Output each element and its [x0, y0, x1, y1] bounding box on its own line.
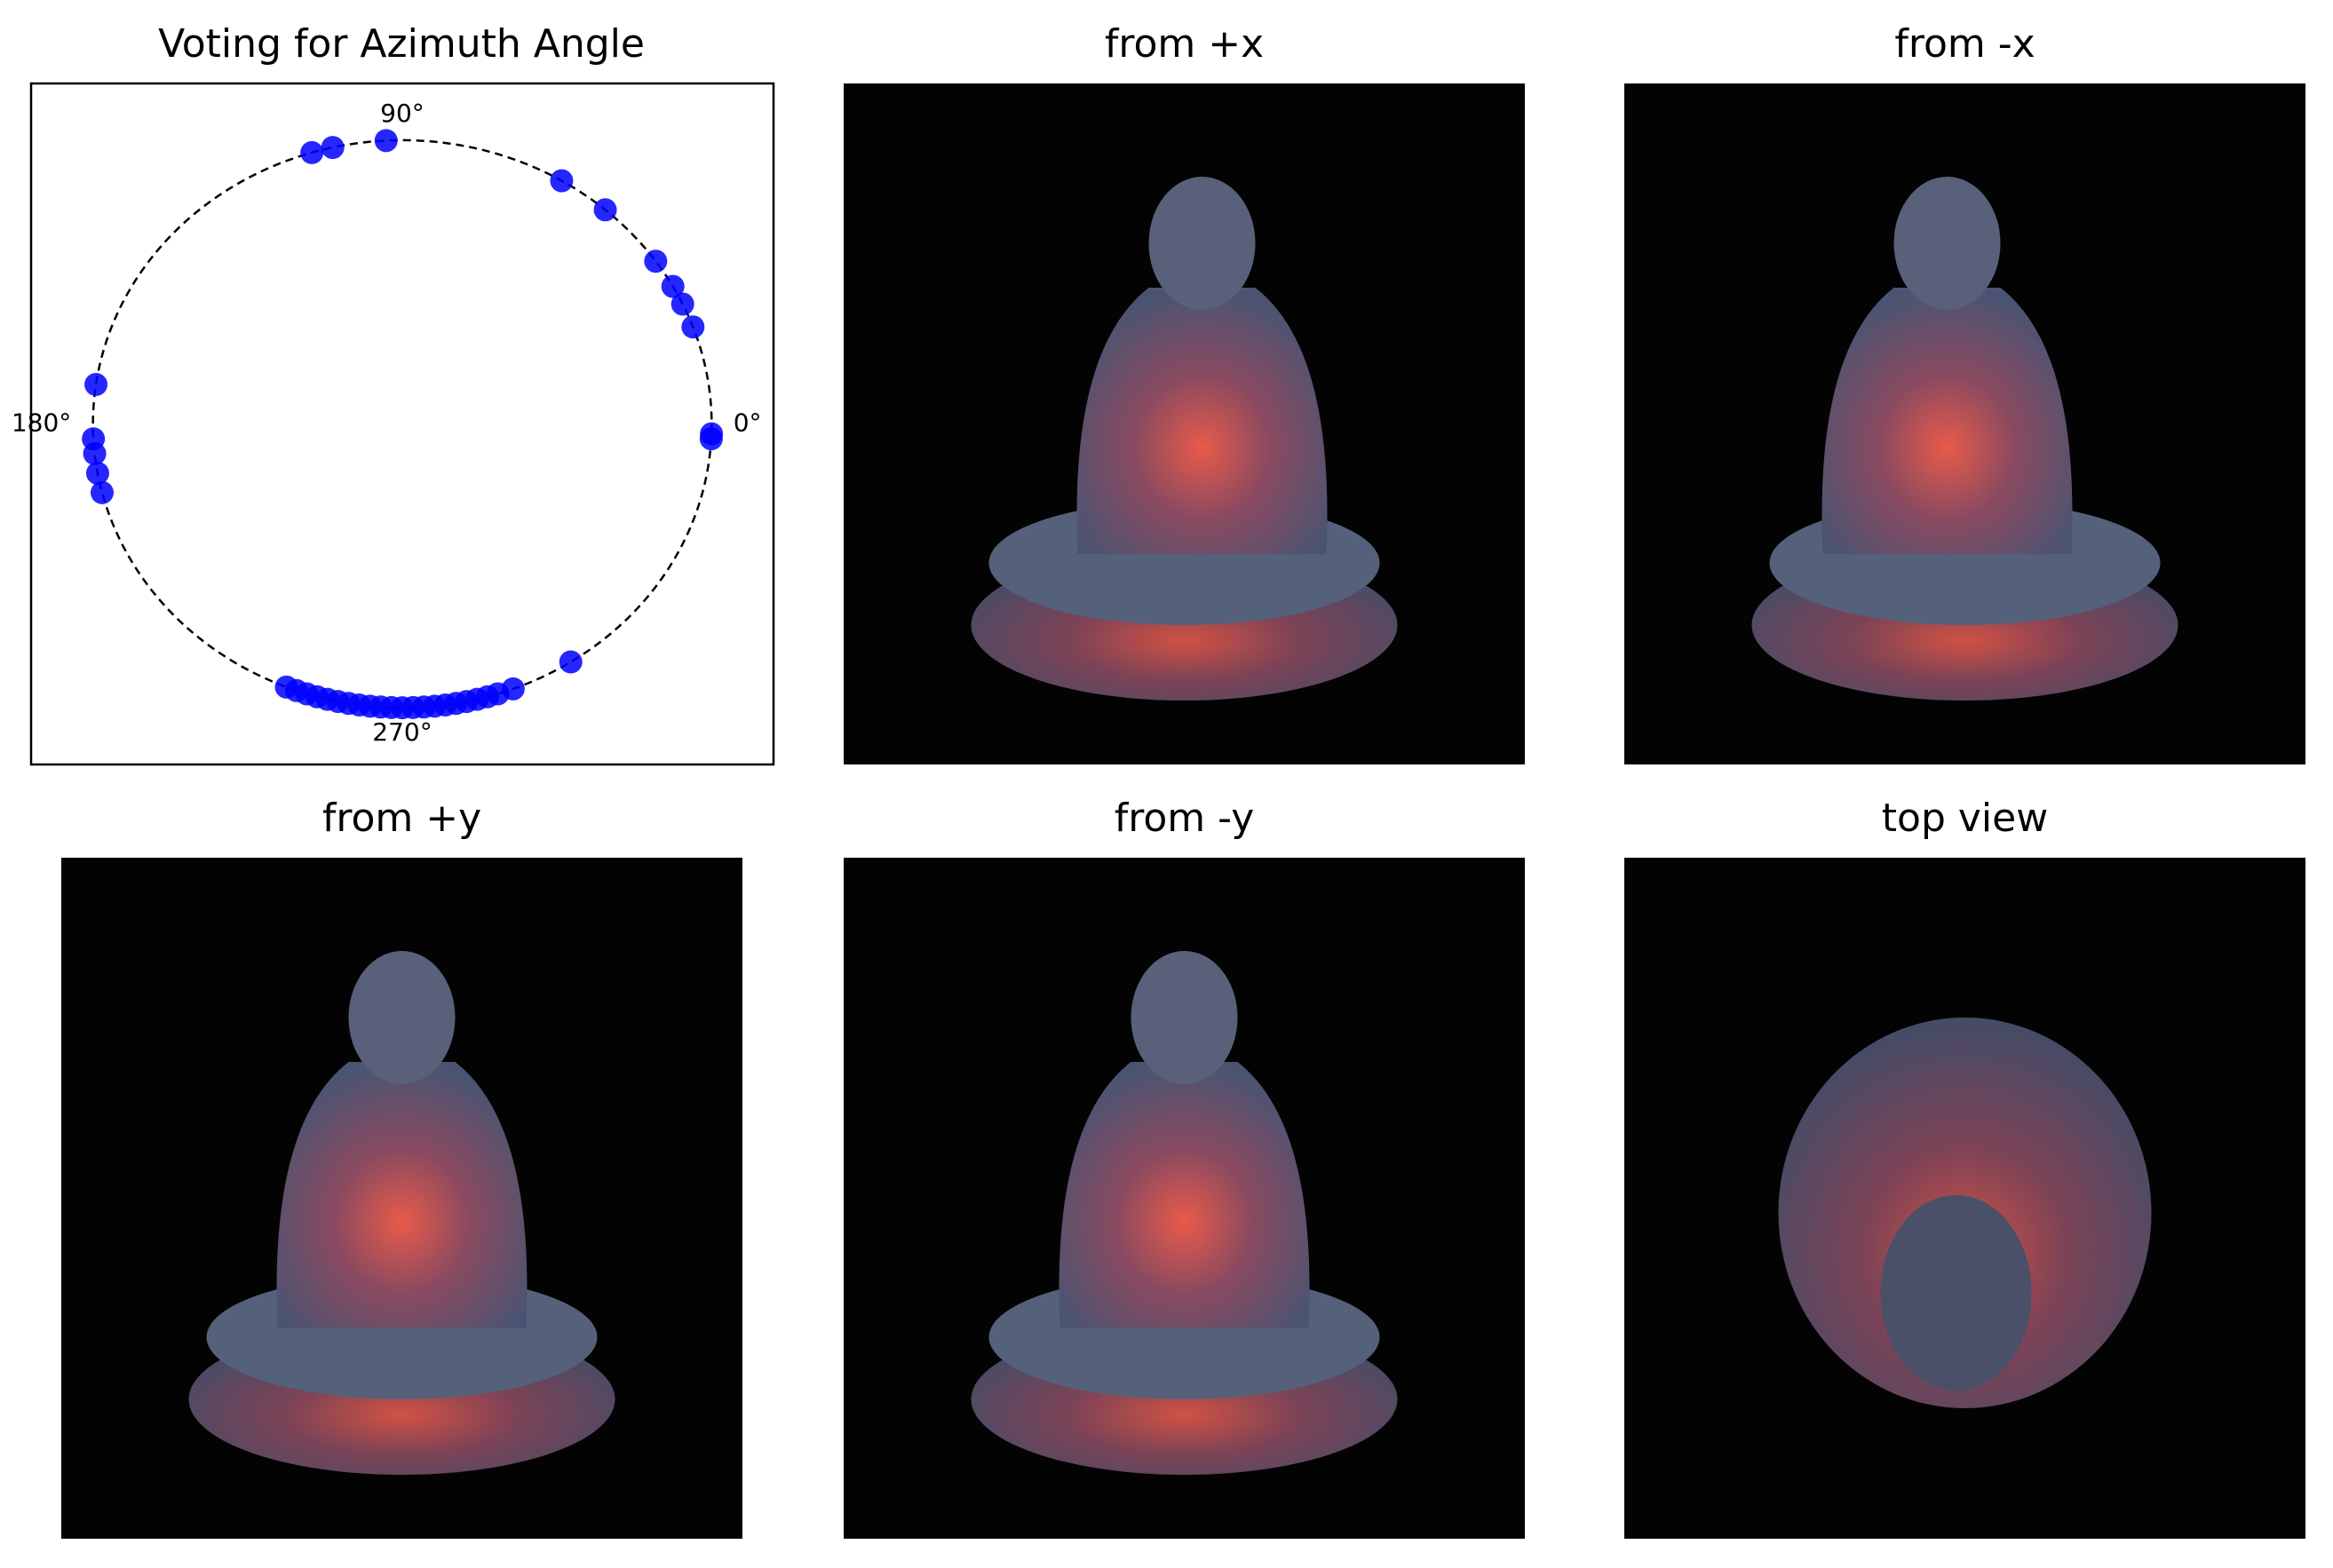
statue-torso [1821, 288, 2073, 554]
statue-head [1880, 1195, 2032, 1390]
statue-head [1148, 177, 1256, 310]
vote-point [84, 373, 108, 397]
vote-point [85, 461, 109, 485]
statue-torso [1076, 288, 1328, 554]
vote-point [550, 169, 574, 193]
angle-label: 90° [380, 99, 425, 128]
panel-title: from -x [1894, 21, 2035, 67]
panels: from +x from -x from +y from -y top view [61, 21, 2305, 1539]
statue-head [1893, 177, 2001, 310]
vote-point [486, 682, 510, 706]
vote-point [644, 249, 668, 273]
chart-title: Voting for Azimuth Angle [158, 21, 645, 67]
vote-point [321, 136, 345, 160]
vote-point [593, 198, 617, 222]
statue-torso [1059, 1062, 1310, 1328]
vote-point [700, 422, 724, 446]
panel-title: from +x [1105, 21, 1264, 67]
chart: 0° 90° 180° 270° [12, 99, 762, 747]
angle-label: 180° [12, 408, 71, 438]
axes-frame [29, 82, 775, 766]
vote-point [374, 129, 398, 153]
angle-label: 270° [372, 717, 432, 747]
angle-label: 0° [734, 408, 762, 438]
panel-title: top view [1882, 796, 2048, 841]
panel-title: from -y [1115, 796, 1255, 841]
vote-point [681, 315, 705, 339]
statue-torso [276, 1062, 528, 1328]
panel-title: from +y [322, 796, 481, 841]
vote-point [671, 292, 694, 316]
vote-point [83, 441, 107, 465]
vote-point [300, 140, 324, 164]
statue-head [348, 951, 456, 1084]
statue-head [1131, 951, 1238, 1084]
vote-point [661, 274, 685, 298]
vote-point [91, 480, 115, 504]
vote-point [559, 650, 583, 674]
